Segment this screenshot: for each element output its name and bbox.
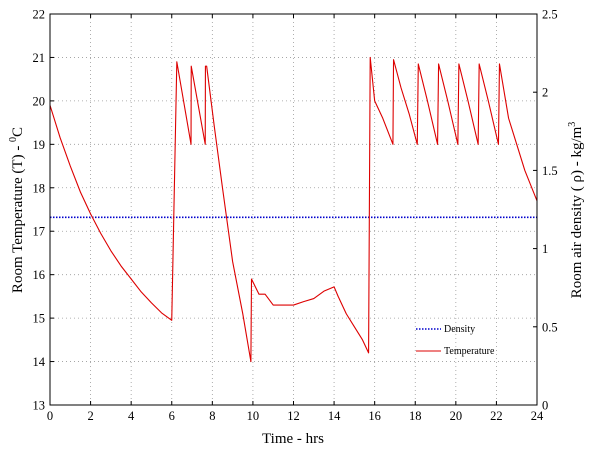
y-left-tick-label: 14 xyxy=(33,355,46,369)
y-left-tick-label: 18 xyxy=(33,181,46,195)
x-axis-label: Time - hrs xyxy=(262,431,324,447)
x-tick-label: 20 xyxy=(450,409,463,423)
y-right-tick-label: 1 xyxy=(542,242,548,256)
x-tick-label: 16 xyxy=(368,409,381,423)
temperature-line xyxy=(49,56,538,363)
y-right-axis-label: Room air density ( ρ) - kg/m3 xyxy=(567,122,585,299)
y-left-tick-label: 17 xyxy=(33,225,46,239)
x-tick-label: 2 xyxy=(87,409,93,423)
temperature-series xyxy=(49,56,538,363)
y-right-tick-label: 2.5 xyxy=(542,8,558,22)
y-left-tick-label: 22 xyxy=(33,8,46,22)
y-right-tick-label: 0 xyxy=(542,399,548,413)
x-tick-label: 22 xyxy=(490,409,503,423)
y-right-tick-label: 2 xyxy=(542,86,548,100)
y-right-axis-ticks: 0 0.5 1 1.5 2 2.5 xyxy=(533,8,558,413)
y-left-tick-label: 21 xyxy=(33,51,46,65)
x-tick-label: 8 xyxy=(209,409,215,423)
y-left-tick-label: 16 xyxy=(33,268,46,282)
y-right-tick-label: 1.5 xyxy=(542,164,558,178)
y-right-tick-label: 0.5 xyxy=(542,320,558,334)
y-left-axis-label: Room Temperature (T) - 0C xyxy=(8,127,26,293)
y-left-tick-label: 20 xyxy=(33,94,46,108)
y-left-tick-label: 15 xyxy=(33,312,46,326)
x-tick-label: 12 xyxy=(287,409,300,423)
x-tick-label: 18 xyxy=(409,409,422,423)
x-tick-label: 4 xyxy=(128,409,135,423)
y-left-tick-label: 19 xyxy=(33,138,46,152)
legend: Density Temperature xyxy=(416,324,495,357)
y-left-tick-label: 13 xyxy=(33,399,46,413)
x-tick-label: 24 xyxy=(531,409,544,423)
x-tick-label: 14 xyxy=(328,409,341,423)
x-axis-ticks: 0 2 4 6 8 10 12 14 16 18 20 22 24 xyxy=(47,14,544,423)
legend-density-label: Density xyxy=(444,324,475,335)
x-tick-label: 10 xyxy=(247,409,260,423)
y-left-axis-ticks: 13 14 15 16 17 18 19 20 21 22 xyxy=(33,8,54,413)
legend-temperature-label: Temperature xyxy=(444,346,495,357)
x-tick-label: 0 xyxy=(47,409,53,423)
x-tick-label: 6 xyxy=(169,409,175,423)
